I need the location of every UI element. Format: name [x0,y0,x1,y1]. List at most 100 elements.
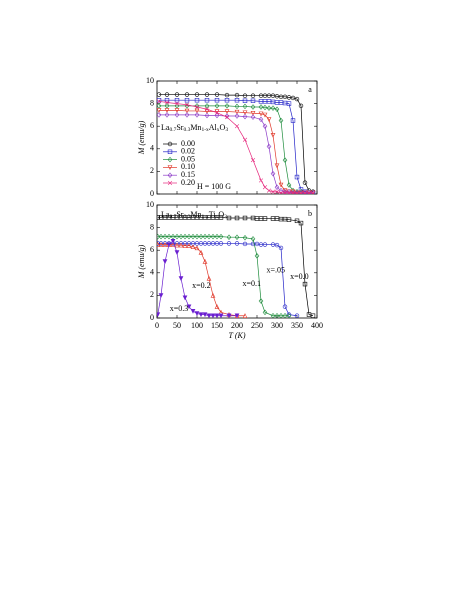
formula-part: Ti [209,210,217,219]
data-point [194,245,200,251]
series-line [157,217,314,317]
data-point [290,190,296,194]
data-point [186,233,192,240]
data-point [242,93,248,98]
data-point [174,92,180,97]
data-point [262,104,268,111]
data-point [298,190,304,194]
data-point [302,281,308,287]
x-axis-label: T (K) [229,331,246,340]
data-point [262,185,268,190]
data-point [162,241,168,247]
data-point [184,102,190,107]
data-point [250,114,256,120]
data-point [274,242,280,248]
formula-part: O [218,210,224,219]
data-point [250,93,256,98]
data-point [234,103,240,110]
data-point [282,190,288,194]
data-point [182,243,188,248]
data-point [234,313,240,318]
legend-label: 0.10 [181,162,195,171]
data-point [250,236,256,242]
curve-label: x=0.1 [243,279,262,288]
data-point [262,216,268,221]
data-point [294,190,300,194]
data-point [166,233,172,240]
data-point [182,295,188,301]
data-point [170,233,176,240]
data-point [266,117,272,122]
data-point [226,313,232,318]
data-point [302,180,308,185]
formula-part: Sr [176,210,183,219]
data-point [224,113,230,119]
data-point [157,233,161,240]
data-point [206,275,212,281]
subscript: 3 [224,214,227,220]
series-line [159,105,313,194]
data-point [310,190,316,194]
y-tick-label: 2 [150,166,154,175]
data-point [164,92,170,97]
data-point [262,112,268,118]
y-axis-label: M (emu/g) [137,244,146,279]
data-point [250,111,256,116]
data-point [250,157,256,163]
y-tick-label: 2 [150,290,154,299]
data-point [242,313,248,318]
data-point [310,313,316,318]
y-tick-label: 6 [150,121,154,130]
legend-marker [167,172,173,178]
panel-label: a [308,85,312,94]
data-point [162,233,168,240]
data-point [158,293,164,298]
data-point [190,244,196,250]
formula-part: La [161,210,170,219]
data-point [242,137,248,142]
legend-label: 0.20 [181,178,195,187]
data-point [250,98,256,103]
data-point [274,106,280,112]
data-point [310,190,316,194]
data-point [178,242,184,248]
data-point [218,215,224,220]
data-point [290,118,296,123]
data-point [274,184,280,190]
data-point [258,116,264,123]
data-point [186,304,192,310]
data-point [204,112,210,119]
curve-label: x=.05 [267,265,286,274]
data-point [202,258,208,264]
y-tick-label: 0 [150,313,154,322]
data-point [274,312,280,318]
data-point [294,190,300,194]
x-tick-label: 50 [173,321,181,330]
data-point [242,235,248,241]
data-point [266,143,272,150]
data-point [258,178,264,183]
data-point [194,104,200,110]
data-point [170,238,176,244]
data-point [174,233,180,240]
data-point [157,103,162,109]
data-point [174,98,180,103]
subscript: 1-x [201,127,209,133]
data-point [204,103,210,109]
data-point [298,190,304,194]
data-point [184,98,190,103]
legend-label: 0.00 [181,139,195,148]
data-point [186,243,192,248]
formula-part: Mn [190,123,201,132]
y-axis-label: M (emu/g) [137,120,146,155]
data-point [157,112,162,118]
data-point [210,233,216,240]
legend-marker [167,180,173,186]
data-point [190,233,196,240]
legend-marker [167,149,173,154]
data-point [206,233,212,240]
data-point [224,109,230,115]
data-point [278,312,284,318]
data-point [214,112,220,119]
